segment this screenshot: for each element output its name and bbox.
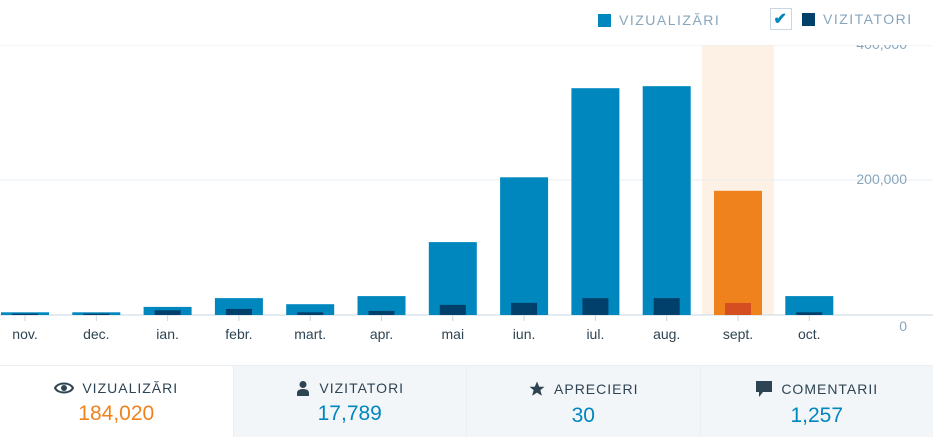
eye-icon (54, 382, 75, 394)
views-label: VIZUALIZĂRI (82, 380, 179, 396)
stats-tabs: VIZUALIZĂRI 184,020 VIZITATORI 17,789 AP… (0, 365, 933, 437)
x-tick-label: dec. (83, 326, 109, 342)
bar-chart: 0 200,000 400,000 nov. dec. ian. febr. mart. apr… (0, 45, 933, 342)
views-bar (428, 242, 477, 315)
visitors-value: 17,789 (317, 402, 382, 425)
legend-views-label: VIZUALIZĂRI (619, 12, 721, 28)
tab-views[interactable]: VIZUALIZĂRI 184,020 (0, 366, 233, 437)
visitors-bar (582, 298, 609, 315)
views-swatch (598, 13, 611, 27)
comments-value: 1,257 (790, 404, 844, 427)
person-icon (297, 381, 310, 396)
visitors-bar (511, 302, 538, 315)
star-icon (529, 381, 545, 396)
y-tick-label: 0 (899, 318, 907, 334)
visitors-bar (154, 310, 181, 315)
visitors-bar (439, 304, 466, 315)
views-bar (500, 177, 549, 315)
visitors-bar (225, 308, 252, 315)
tab-likes[interactable]: APRECIERI 30 (466, 366, 700, 437)
views-bar (357, 296, 406, 315)
x-tick-label: febr. (225, 326, 252, 342)
x-tick-label: sept. (723, 326, 753, 342)
visitors-bar (12, 313, 38, 315)
x-tick-label: ian. (156, 326, 179, 342)
comments-label: COMENTARII (781, 381, 879, 397)
x-tick-label: aug. (653, 326, 680, 342)
views-bar (286, 304, 335, 315)
tab-comments[interactable]: COMENTARII 1,257 (699, 366, 933, 437)
x-tick-label: oct. (798, 326, 821, 342)
y-tick-label: 200,000 (856, 171, 907, 187)
visitors-bar (653, 298, 680, 315)
likes-value: 30 (571, 404, 595, 427)
visitors-bar (297, 312, 324, 315)
x-tick-label: iul. (586, 326, 604, 342)
legend-views: VIZUALIZĂRI (598, 12, 720, 28)
visitors-swatch (802, 12, 815, 26)
likes-label: APRECIERI (554, 381, 639, 397)
x-tick-label: iun. (513, 326, 536, 342)
visitors-bar (368, 310, 395, 315)
x-tick-label: mart. (294, 326, 326, 342)
x-tick-label: mai (442, 326, 465, 342)
visitors-bar (83, 313, 110, 315)
visitors-bar (796, 312, 823, 315)
comment-icon (756, 381, 773, 397)
x-tick-label: apr. (370, 326, 393, 342)
chart-legend: VIZUALIZĂRI ✔ VIZITATORI (0, 0, 933, 45)
visitors-bar (725, 302, 751, 315)
tab-visitors[interactable]: VIZITATORI 17,789 (232, 366, 466, 437)
views-value: 184,020 (78, 402, 155, 425)
views-bar (714, 190, 762, 315)
views-bar (785, 296, 834, 315)
legend-visitors[interactable]: ✔ VIZITATORI (770, 8, 913, 30)
visitors-checkbox[interactable]: ✔ (770, 8, 792, 30)
y-tick-label: 400,000 (856, 45, 907, 52)
legend-visitors-label: VIZITATORI (823, 11, 913, 27)
visitors-label: VIZITATORI (319, 380, 405, 396)
views-bar (571, 88, 620, 315)
views-bar (642, 86, 691, 315)
x-tick-label: nov. (12, 326, 37, 342)
